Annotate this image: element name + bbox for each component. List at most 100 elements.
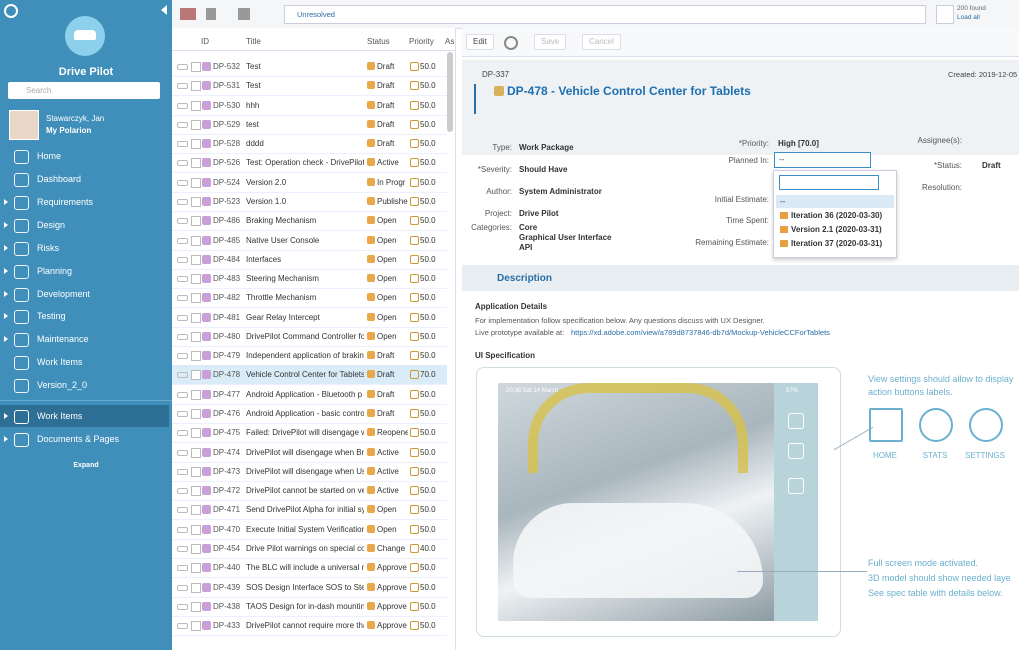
row-id[interactable]: DP-480 [213, 331, 241, 341]
dropdown-option[interactable]: Version 2.1 (2020-03-31) [776, 223, 894, 236]
dropdown-option[interactable]: Iteration 36 (2020-03-30) [776, 209, 894, 222]
row-checkbox[interactable] [191, 621, 201, 632]
row-checkbox[interactable] [191, 331, 201, 342]
row-checkbox[interactable] [191, 370, 201, 381]
user-link[interactable]: My Polarion [46, 126, 92, 135]
table-row[interactable]: DP-528 dddd Draft 50.0 [172, 134, 447, 155]
nav-item[interactable]: Work Items [37, 357, 83, 367]
row-checkbox[interactable] [191, 100, 201, 111]
table-row[interactable]: DP-439 SOS Design Interface SOS to Steer A… [172, 578, 447, 598]
nav-item[interactable]: Requirements [37, 197, 94, 207]
table-row[interactable]: DP-485 Native User Console Open 50.0 [172, 231, 447, 251]
dropdown-filter[interactable] [779, 175, 879, 190]
row-id[interactable]: DP-474 [213, 447, 241, 457]
query-chip[interactable]: Unresolved [297, 10, 335, 19]
row-checkbox[interactable] [191, 158, 201, 169]
table-row[interactable]: DP-481 Gear Relay Intercept Open 50.0 [172, 308, 447, 328]
planned-select[interactable]: -- [774, 152, 871, 168]
table-row[interactable]: DP-529 test Draft 50.0 [172, 115, 447, 135]
row-id[interactable]: DP-440 [213, 563, 241, 573]
row-id[interactable]: DP-484 [213, 254, 241, 264]
nav-item[interactable]: Risks [37, 243, 59, 253]
table-row[interactable]: DP-484 Interfaces Open 50.0 [172, 250, 447, 270]
row-id[interactable]: DP-485 [213, 235, 241, 245]
row-checkbox[interactable] [191, 428, 201, 439]
row-id[interactable]: DP-438 [213, 601, 241, 611]
collapse-arrow[interactable] [161, 5, 167, 15]
settings-menu[interactable] [504, 36, 518, 50]
row-checkbox[interactable] [191, 466, 201, 477]
row-checkbox[interactable] [191, 544, 201, 554]
table-row[interactable]: DP-478 Vehicle Control Center for Tablets… [172, 365, 447, 386]
nav-item[interactable]: Planning [37, 266, 73, 276]
table-row[interactable]: DP-524 Version 2.0 In Progr 50.0 [172, 173, 447, 193]
row-id[interactable]: DP-454 [213, 544, 241, 553]
row-checkbox[interactable] [191, 254, 201, 265]
table-row[interactable]: DP-483 Steering Mechanism Open 50.0 [172, 269, 447, 290]
row-checkbox[interactable] [191, 139, 201, 150]
row-id[interactable]: DP-486 [213, 216, 241, 226]
row-checkbox[interactable] [191, 447, 201, 458]
row-checkbox[interactable] [191, 351, 201, 362]
nav-item[interactable]: Design [37, 220, 66, 230]
column-header[interactable]: Priority [409, 37, 434, 46]
table-row[interactable]: DP-480 DrivePilot Command Controller fo Op… [172, 327, 447, 347]
row-id[interactable]: DP-478 [213, 370, 241, 380]
row-checkbox[interactable] [191, 486, 201, 497]
row-id[interactable]: DP-482 [213, 293, 241, 303]
row-id[interactable]: DP-532 [213, 62, 241, 71]
row-checkbox[interactable] [191, 216, 201, 227]
row-checkbox[interactable] [191, 389, 201, 400]
row-id[interactable]: DP-433 [213, 621, 241, 631]
row-checkbox[interactable] [191, 62, 201, 72]
row-id[interactable]: DP-475 [213, 428, 241, 438]
dropdown-option[interactable]: Iteration 37 (2020-03-31) [776, 237, 894, 250]
column-header[interactable]: ID [201, 37, 209, 46]
search-box[interactable]: Search [8, 82, 160, 99]
row-checkbox[interactable] [191, 235, 201, 246]
row-id[interactable]: DP-471 [213, 505, 241, 515]
query-box[interactable]: Unresolved [284, 5, 926, 24]
search-button[interactable] [936, 5, 954, 24]
prototype-link[interactable]: https://xd.adobe.com/view/a789d8737846-d… [571, 328, 830, 337]
row-checkbox[interactable] [191, 601, 201, 612]
row-id[interactable]: DP-473 [213, 466, 241, 476]
row-id[interactable]: DP-528 [213, 139, 241, 149]
table-row[interactable]: DP-438 TAOS Design for in-dash mounting Ap… [172, 597, 447, 617]
row-id[interactable]: DP-483 [213, 274, 241, 284]
row-checkbox[interactable] [191, 177, 201, 188]
expand-link[interactable]: Expand [73, 462, 99, 469]
row-id[interactable]: DP-439 [213, 582, 241, 592]
row-checkbox[interactable] [191, 524, 201, 535]
settings-icon[interactable] [4, 4, 18, 18]
table-row[interactable]: DP-440 The BLC will include a universal m… [172, 558, 447, 579]
row-id[interactable]: DP-531 [213, 81, 241, 91]
row-id[interactable]: DP-529 [213, 119, 241, 129]
nav-item[interactable]: Maintenance [37, 334, 89, 344]
dropdown-option[interactable]: -- [776, 195, 894, 208]
row-checkbox[interactable] [191, 196, 201, 207]
table-row[interactable]: DP-479 Independent application of brakin D… [172, 346, 447, 367]
row-id[interactable]: DP-477 [213, 389, 241, 399]
nav-item[interactable]: Testing [37, 311, 66, 321]
row-id[interactable]: DP-523 [213, 196, 241, 206]
row-id[interactable]: DP-476 [213, 409, 241, 419]
project-name[interactable]: Drive Pilot [58, 66, 114, 78]
action-button[interactable]: Edit [466, 34, 494, 50]
row-id[interactable]: DP-481 [213, 312, 241, 322]
table-row[interactable]: DP-472 DrivePilot cannot be started on ve… [172, 481, 447, 502]
nav-item[interactable]: Development [37, 289, 91, 299]
parent-link[interactable]: DP-337 [482, 70, 510, 79]
table-row[interactable]: DP-532 Test Draft 50.0 [172, 57, 447, 77]
table-row[interactable]: DP-454 Drive Pilot warnings on special co… [172, 539, 447, 559]
row-id[interactable]: DP-479 [213, 351, 241, 361]
table-row[interactable]: DP-473 DrivePilot will disengage when Use… [172, 462, 447, 482]
column-header[interactable]: Status [367, 37, 390, 46]
table-row[interactable]: DP-526 Test: Operation check - DrivePilot… [172, 153, 447, 174]
row-id[interactable]: DP-472 [213, 486, 241, 496]
table-row[interactable]: DP-475 Failed: DrivePilot will disengage … [172, 423, 447, 444]
row-id[interactable]: DP-526 [213, 158, 241, 168]
column-header[interactable]: Title [246, 37, 261, 46]
row-checkbox[interactable] [191, 563, 201, 574]
action-button[interactable]: Save [534, 34, 567, 50]
